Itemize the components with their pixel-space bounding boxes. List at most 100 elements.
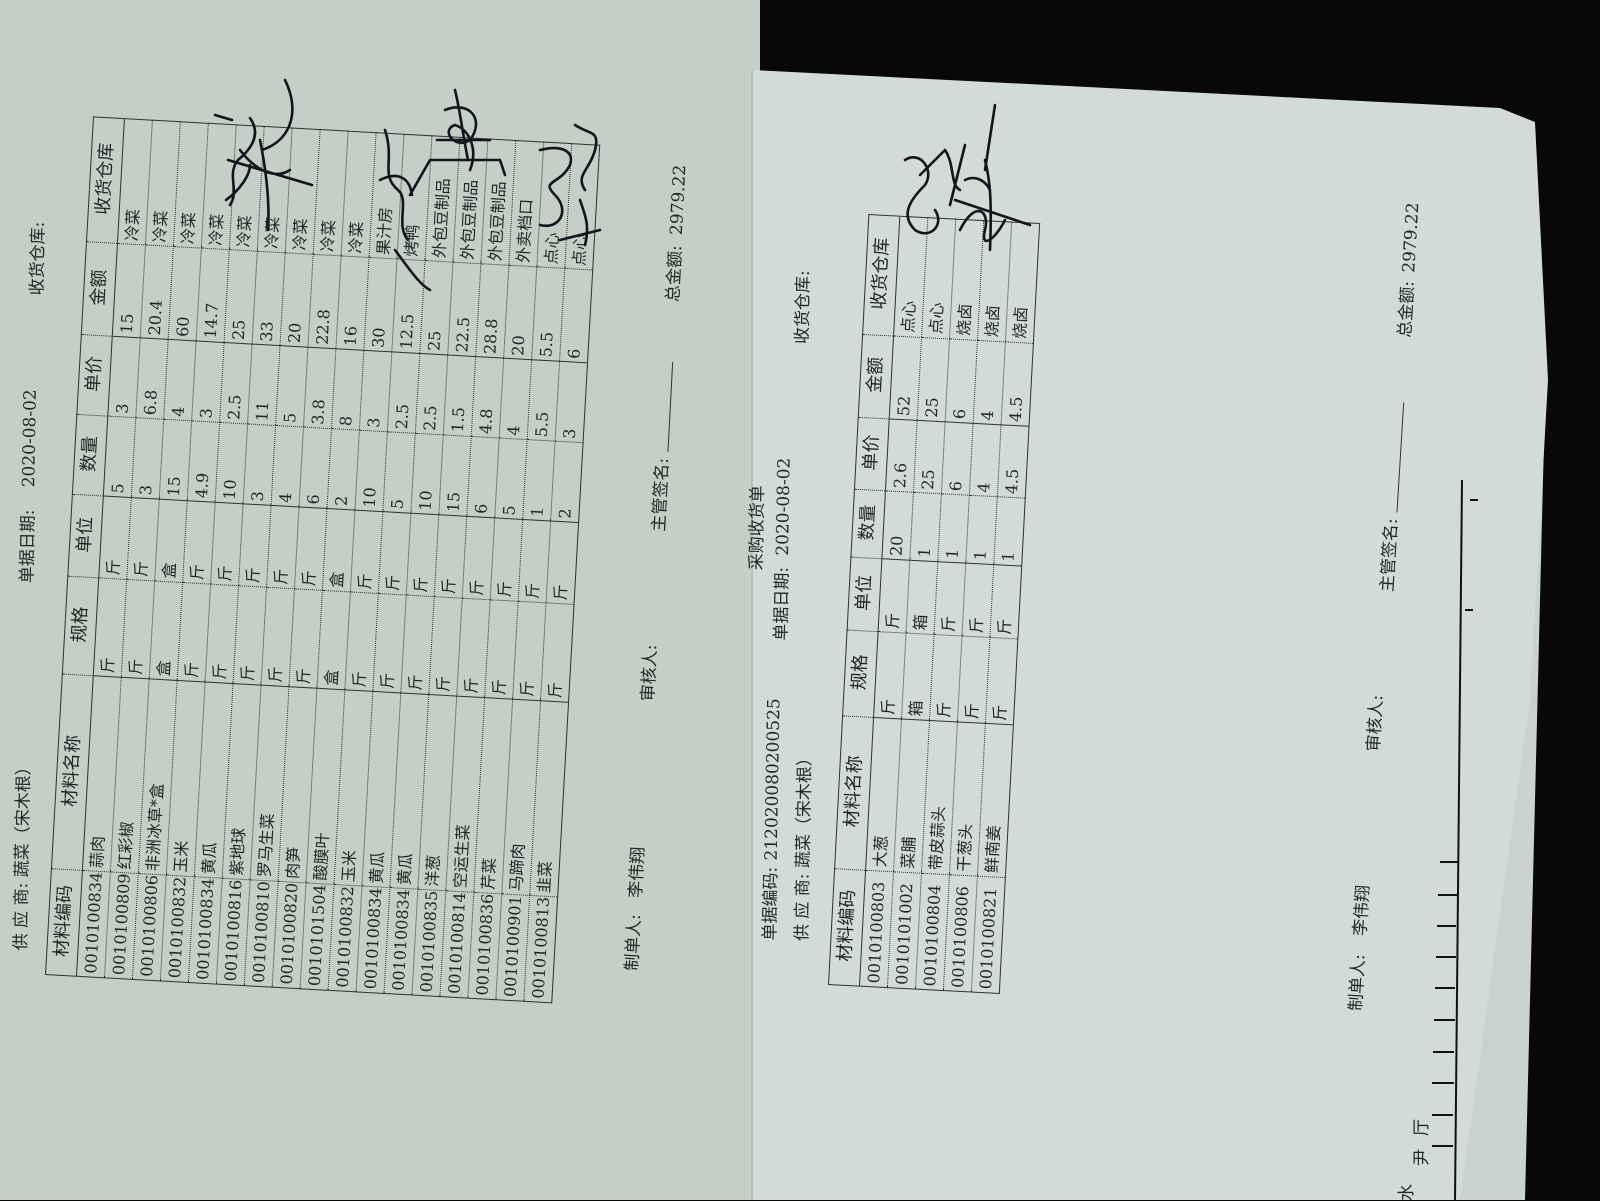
cell-quantity: 2 <box>326 428 360 511</box>
cell-quantity: 5 <box>494 438 528 520</box>
cell-quantity: 20 <box>881 490 914 561</box>
cell-unit: 斤 <box>126 497 160 582</box>
cell-spec: 斤 <box>957 636 990 724</box>
cell-warehouse: 烧卤 <box>1005 222 1040 343</box>
cell-unit-price: 4 <box>163 339 197 422</box>
cell-unit: 斤 <box>490 518 523 602</box>
under-char: 厅 <box>1412 1119 1432 1136</box>
warehouse-label: 收货仓库: <box>792 270 814 345</box>
cell-unit-price: 5 <box>275 345 308 428</box>
cell-unit-price: 2.5 <box>387 352 420 434</box>
date-label: 单据日期: <box>17 509 39 584</box>
doc-title: 采购收货单 <box>746 485 769 571</box>
right-page <box>752 70 1548 1200</box>
supervisor-label-text: 主管签名: <box>1377 517 1403 593</box>
cell-unit-price: 6.8 <box>135 338 169 420</box>
total-value: 2979.22 <box>666 164 691 236</box>
cell-unit: 斤 <box>294 507 327 591</box>
supplier-value: 蔬菜（宋木根） <box>12 758 35 878</box>
left-page <box>0 0 760 1200</box>
supervisor-label-text: 主管签名: <box>649 457 674 533</box>
under-char: 水 <box>1397 1184 1417 1201</box>
date-label: 单据日期: <box>771 566 793 641</box>
cell-unit-price: 11 <box>247 344 280 426</box>
under-sheet-rule <box>1454 479 1463 1200</box>
supervisor-signature-label: 主管签名: <box>649 361 678 533</box>
cell-quantity: 1 <box>965 495 998 565</box>
cell-amount: 6 <box>559 268 593 364</box>
cell-unit-price: 3 <box>191 341 225 423</box>
cell-unit: 斤 <box>210 502 244 586</box>
cell-unit-price: 4.5 <box>997 424 1030 499</box>
left-doc-table-wrap: 材料编码 材料名称 规格 单位 数量 单价 金额 收货仓库 0010100834 蒜肉斤斤 5 3 1… <box>45 116 601 1004</box>
cell-unit-price: 3 <box>555 361 588 443</box>
column-header: 规格 <box>842 630 879 718</box>
cell-spec: 斤 <box>873 631 907 720</box>
cell-quantity: 15 <box>438 435 472 517</box>
cell-quantity: 10 <box>215 422 248 505</box>
cell-amount: 25 <box>917 337 950 422</box>
cell-unit: 斤 <box>434 514 467 599</box>
cell-quantity: 4.9 <box>187 421 220 503</box>
cell-quantity: 5 <box>382 431 416 514</box>
cell-unit: 盒 <box>322 508 355 593</box>
cell-quantity: 6 <box>466 436 500 519</box>
column-header: 单价 <box>76 334 113 417</box>
doc-no-value: 212020080200525 <box>761 698 785 861</box>
column-header: 单位 <box>67 494 104 579</box>
warehouse-label: 收货仓库: <box>27 221 49 296</box>
reviewer-label: 审核人: <box>1363 694 1388 753</box>
column-header: 数量 <box>72 414 108 497</box>
signature-line <box>653 361 674 453</box>
cell-unit-price: 2.5 <box>219 342 253 425</box>
cell-quantity: 10 <box>354 430 388 512</box>
maker-label: 制单人: <box>622 913 646 972</box>
cell-unit: 斤 <box>989 564 1022 639</box>
cell-unit-price: 4 <box>499 358 532 440</box>
cell-unit-price: 4.8 <box>471 356 504 439</box>
cell-unit: 斤 <box>266 505 300 590</box>
supplier-label: 供 应 商: <box>11 882 33 951</box>
cell-quantity: 1 <box>522 439 556 522</box>
cell-unit: 箱 <box>906 560 938 635</box>
supervisor-signature-label: 主管签名: <box>1378 402 1410 593</box>
column-header: 单位 <box>847 557 882 632</box>
cell-spec: 箱 <box>901 633 934 721</box>
signature-line <box>1382 402 1405 513</box>
cell-unit: 斤 <box>933 561 966 637</box>
cell-unit-price: 3 <box>359 350 392 432</box>
cell-quantity: 1 <box>909 492 942 562</box>
cell-quantity: 6 <box>299 427 332 509</box>
cell-quantity: 3 <box>131 417 164 500</box>
under-sheet-ticks <box>1432 499 1478 1147</box>
cell-spec: 斤 <box>985 637 1018 725</box>
cell-amount: 6 <box>945 338 978 424</box>
cell-unit: 斤 <box>98 496 132 580</box>
cell-unit-price: 2.5 <box>415 353 448 436</box>
cell-amount: 52 <box>889 335 922 421</box>
maker-label: 制单人: <box>1345 953 1370 1012</box>
maker-value: 李伟翔 <box>1350 884 1374 937</box>
cell-unit: 斤 <box>238 504 272 588</box>
cell-code: 0010100821 <box>971 875 1006 994</box>
cell-spec: 斤 <box>929 634 962 722</box>
column-header: 单价 <box>854 417 890 491</box>
supplier-label: 供 应 商: <box>792 873 814 942</box>
cell-quantity: 1 <box>937 493 970 564</box>
cell-quantity: 2 <box>550 441 584 523</box>
cell-unit-price: 3.8 <box>303 347 336 429</box>
cell-unit: 斤 <box>462 516 495 600</box>
cell-code: 0010100813 <box>523 895 558 1003</box>
right-doc-header: 采购收货单 单据编码: 212020080200525 单据日期: 2020-0… <box>740 235 823 956</box>
cell-unit-price: 2.6 <box>885 418 918 493</box>
cell-quantity: 5 <box>103 416 136 498</box>
cell-spec: 斤 <box>540 603 574 703</box>
cell-unit: 斤 <box>378 511 411 596</box>
total-value: 2979.22 <box>1399 201 1424 274</box>
cell-unit-price: 25 <box>913 420 946 494</box>
cell-quantity: 4 <box>271 425 304 508</box>
cell-quantity: 3 <box>243 424 276 506</box>
under-char: 尹 <box>1412 1149 1432 1166</box>
cell-unit-price: 3 <box>107 336 141 418</box>
maker-value: 李伟翔 <box>626 846 649 899</box>
